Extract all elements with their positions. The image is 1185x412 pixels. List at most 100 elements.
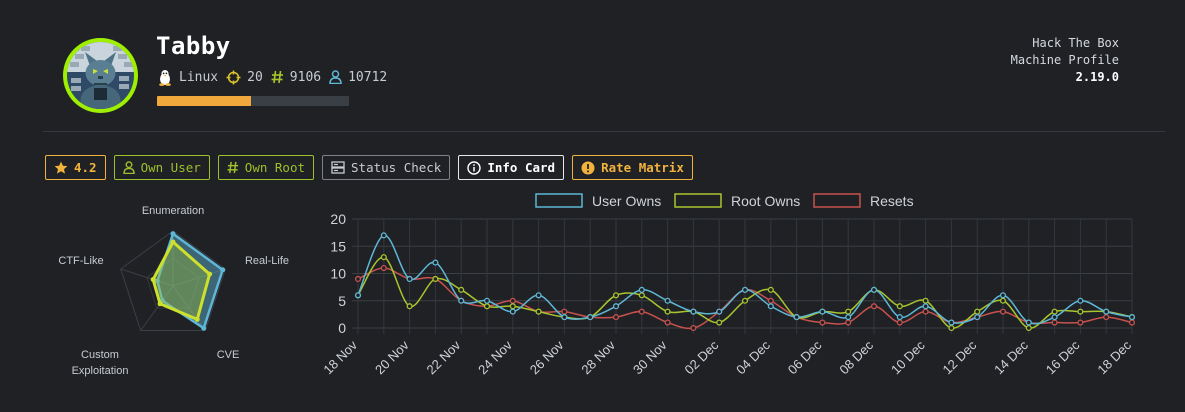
- x-tick-label: 18 Nov: [320, 337, 360, 377]
- x-tick-label: 30 Nov: [630, 337, 670, 377]
- data-point: [1025, 319, 1032, 326]
- x-tick-label: 04 Dec: [733, 337, 773, 377]
- star-icon: [54, 161, 68, 175]
- radar-point: [154, 278, 160, 284]
- data-point: [638, 286, 645, 293]
- radar-axis-label: Enumeration: [142, 205, 204, 217]
- data-point: [819, 319, 826, 326]
- y-tick-label: 20: [330, 211, 346, 227]
- data-point: [612, 292, 620, 299]
- info-icon: [467, 160, 482, 175]
- data-point: [948, 324, 955, 332]
- user-icon: [329, 70, 342, 84]
- crosshair-icon: [226, 70, 241, 85]
- data-point: [1051, 319, 1058, 326]
- x-tick-label: 22 Nov: [424, 337, 464, 377]
- rate-matrix-button[interactable]: Rate Matrix: [572, 155, 693, 180]
- radar-spoke: [120, 268, 174, 287]
- action-toolbar: 4.2 Own User Own Root: [45, 155, 701, 180]
- data-point: [974, 308, 981, 315]
- radar-point: [157, 301, 163, 307]
- data-point: [380, 265, 387, 272]
- data-point: [845, 308, 852, 315]
- legend-label: Root Owns: [731, 193, 800, 209]
- data-point: [1051, 308, 1058, 315]
- radar-point: [170, 239, 176, 245]
- data-point: [535, 292, 542, 299]
- data-point: [896, 314, 903, 321]
- data-point: [638, 292, 645, 299]
- data-point: [535, 308, 542, 315]
- rate-matrix-radar: Enumeration Real-Life CVE Custom Exploitatio…: [58, 205, 289, 377]
- x-tick-label: 28 Nov: [578, 337, 618, 377]
- data-point: [354, 275, 362, 282]
- header-divider: [43, 131, 1165, 132]
- data-point: [1077, 319, 1084, 326]
- root-owns-value: 9106: [289, 69, 322, 85]
- version-label: 2.19.0: [1075, 70, 1119, 84]
- linux-penguin-icon: [157, 69, 173, 86]
- legend-swatch: [674, 193, 722, 208]
- data-point: [483, 297, 491, 304]
- rate-matrix-label: Rate Matrix: [601, 160, 684, 175]
- y-tick-label: 15: [330, 238, 346, 254]
- x-tick-label: 24 Nov: [475, 337, 515, 377]
- warning-icon: [581, 161, 595, 175]
- data-point: [767, 286, 774, 293]
- x-tick-label: 18 Dec: [1094, 337, 1134, 377]
- y-tick-label: 10: [330, 266, 346, 282]
- user-icon: [122, 161, 135, 174]
- y-tick-label: 5: [338, 293, 346, 309]
- brand-line-1: Hack The Box: [1032, 36, 1119, 50]
- data-point: [1051, 314, 1058, 321]
- rating-button[interactable]: 4.2: [45, 155, 106, 180]
- data-point: [432, 259, 439, 266]
- progress-fill: [157, 96, 252, 106]
- data-point: [922, 297, 929, 304]
- user-owns-value: 10712: [348, 69, 388, 85]
- info-card-button[interactable]: Info Card: [458, 155, 565, 180]
- activity-line-chart: 0 5 10 15 20 18 Nov 20 Nov 22 Nov 24 Nov 26 Nov 28…: [320, 193, 1136, 377]
- status-check-label: Status Check: [351, 160, 442, 175]
- data-point: [458, 297, 465, 304]
- machine-name: Tabby: [156, 32, 231, 60]
- data-point: [793, 314, 800, 321]
- data-point: [974, 314, 981, 321]
- data-point: [999, 297, 1007, 304]
- x-tick-label: 16 Dec: [1043, 337, 1083, 377]
- data-point: [664, 297, 671, 304]
- data-point: [896, 303, 903, 310]
- rating-value: 4.2: [74, 160, 97, 175]
- y-tick-label: 0: [338, 320, 346, 336]
- data-point: [716, 308, 723, 315]
- status-check-button[interactable]: Status Check: [322, 155, 451, 180]
- data-point: [664, 319, 671, 326]
- data-point: [690, 308, 697, 315]
- radar-axis-label: CTF-Like: [58, 255, 103, 267]
- machine-meta: Linux 20 9106 10712: [157, 67, 395, 87]
- legend-label: User Owns: [592, 193, 661, 209]
- radar-axis-label: CVE: [217, 349, 240, 361]
- data-point: [845, 314, 852, 321]
- own-user-button[interactable]: Own User: [113, 155, 210, 180]
- data-point: [587, 314, 594, 321]
- data-point: [716, 319, 723, 326]
- data-point: [509, 303, 516, 310]
- x-tick-label: 26 Nov: [527, 337, 567, 377]
- info-card-label: Info Card: [487, 160, 556, 175]
- radar-point: [150, 277, 156, 283]
- x-tick-label: 02 Dec: [682, 337, 722, 377]
- points-value: 20: [247, 69, 263, 85]
- radar-spoke: [172, 268, 226, 287]
- data-point: [845, 319, 852, 326]
- data-point: [819, 308, 826, 315]
- data-point: [509, 297, 516, 304]
- radar-point: [207, 271, 213, 277]
- data-point: [948, 319, 955, 326]
- data-point: [1025, 324, 1032, 332]
- legend-label: Resets: [870, 193, 914, 209]
- radar-series-1: [151, 240, 212, 321]
- own-root-button[interactable]: Own Root: [217, 155, 315, 180]
- data-point: [999, 308, 1007, 315]
- radar-axis-label: Real-Life: [245, 255, 289, 267]
